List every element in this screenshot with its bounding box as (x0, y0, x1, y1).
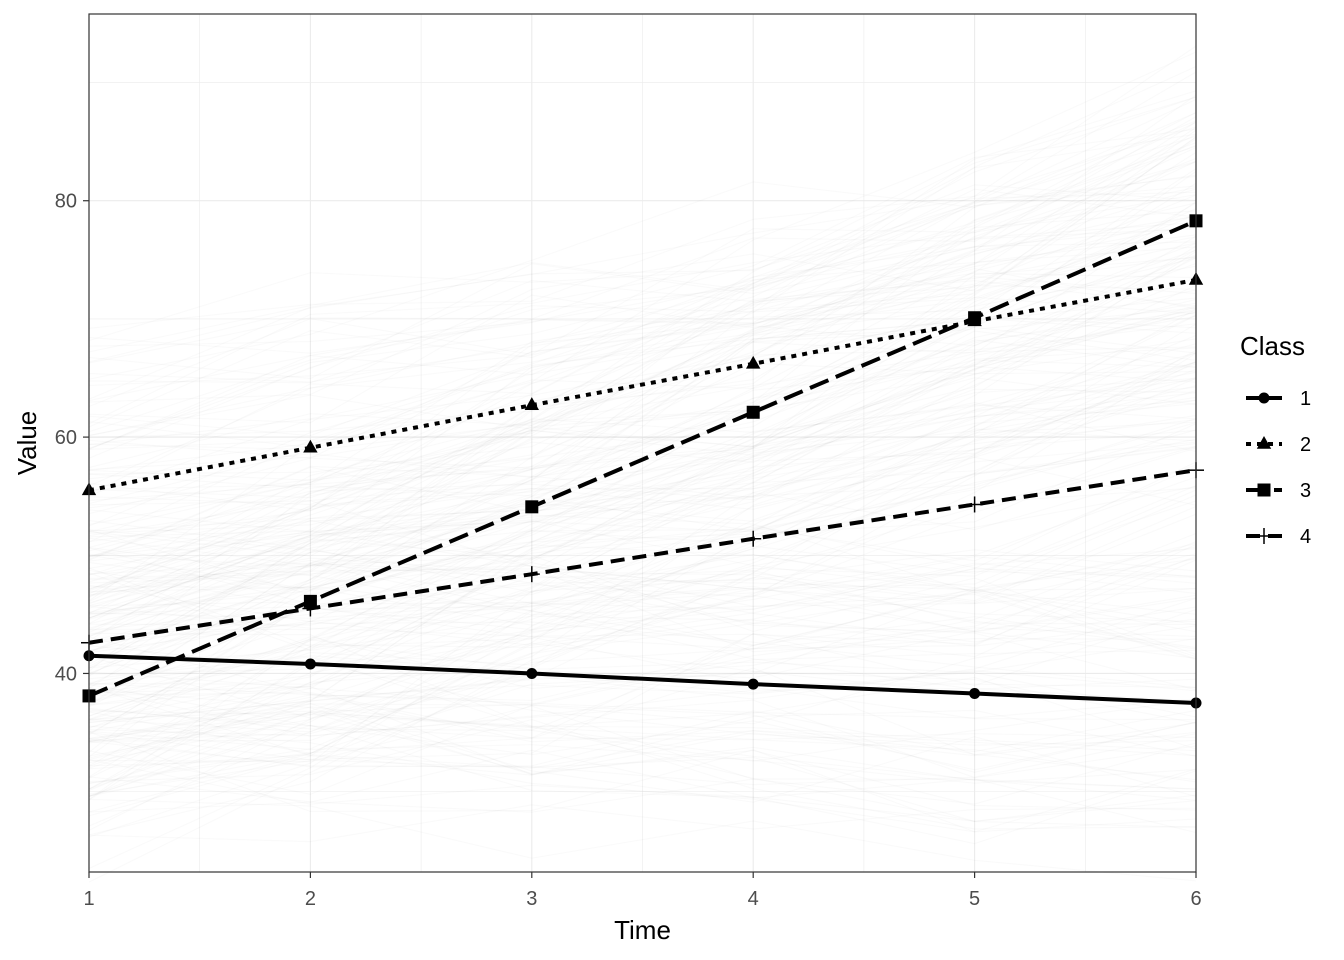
series-3-point (746, 405, 760, 419)
x-axis-title: Time (614, 915, 671, 945)
axis-ticks: 1 2 3 4 5 6 40 60 80 (55, 191, 1202, 910)
series-4-point (966, 496, 983, 513)
legend-label: 2 (1300, 434, 1311, 456)
series-1-point (526, 667, 538, 679)
legend-title: Class (1240, 331, 1305, 361)
series-4-point (302, 600, 319, 617)
series-2-point (303, 439, 318, 453)
x-tick-label: 2 (305, 888, 316, 910)
x-tick-label: 4 (748, 888, 759, 910)
series-2-line (88, 277, 1197, 493)
legend-key-marker (1258, 392, 1270, 404)
legend-key-marker (1256, 436, 1272, 449)
legend-key-3: 3 (1246, 480, 1311, 502)
series-1-point (747, 678, 759, 690)
series-1-point (969, 688, 981, 700)
series-2-point (524, 397, 539, 410)
legend-key-1: 1 (1246, 388, 1311, 410)
series-1-point (304, 658, 316, 670)
x-tick-label: 6 (1190, 888, 1201, 910)
legend-key-marker (1257, 483, 1271, 497)
x-tick-label: 1 (83, 888, 94, 910)
series-4-point (523, 566, 540, 583)
legend-label: 3 (1300, 480, 1311, 502)
series-3-point (968, 311, 982, 325)
legend-key-2: 2 (1246, 434, 1311, 456)
y-tick-label: 40 (55, 663, 77, 685)
y-tick-label: 60 (55, 427, 77, 449)
x-tick-label: 5 (969, 888, 980, 910)
series-1-line (88, 653, 1197, 705)
series-4-point (745, 530, 762, 547)
series-lines (81, 214, 1204, 709)
legend-key-4: 4 (1246, 526, 1311, 548)
legend: Class 1 2 3 4 (1240, 331, 1311, 548)
legend-key-marker (1256, 528, 1272, 544)
series-3-point (525, 500, 539, 514)
series-4-line (88, 468, 1197, 645)
series-3-line (88, 218, 1197, 698)
legend-label: 1 (1300, 388, 1311, 410)
series-3 (82, 214, 1203, 703)
plot-panel-border (88, 13, 1197, 873)
legend-label: 4 (1300, 526, 1311, 548)
x-tick-label: 3 (526, 888, 537, 910)
y-tick-label: 80 (55, 191, 77, 213)
y-axis-title: Value (12, 411, 42, 476)
series-2-point (746, 355, 761, 369)
